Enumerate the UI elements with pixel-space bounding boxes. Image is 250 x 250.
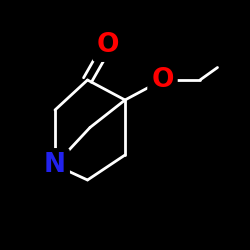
Text: O: O [96, 32, 119, 58]
Text: O: O [151, 67, 174, 93]
Text: N: N [44, 152, 66, 178]
